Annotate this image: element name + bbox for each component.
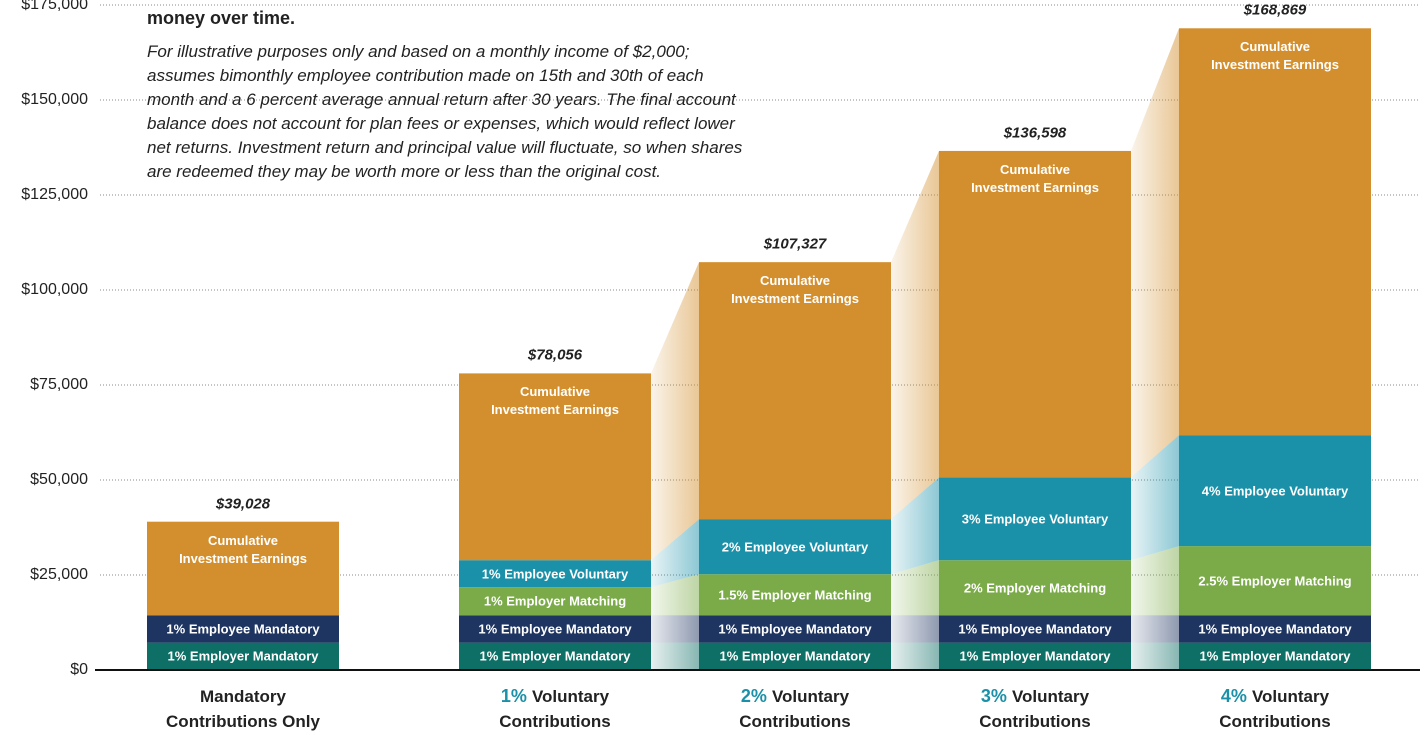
y-tick-label: $175,000 [21,0,88,13]
bar-segment [1179,615,1371,643]
subtitle-line: net returns. Investment return and princ… [147,138,743,157]
category-highlight: 4% [1220,686,1247,706]
segment-label: 1% Employee Mandatory [478,621,632,637]
bar-segment [939,642,1131,670]
bar-segment [459,615,651,643]
y-tick-label: $25,000 [30,566,88,583]
y-tick-label: $50,000 [30,471,88,488]
connector [891,642,939,670]
segment-label: 1% Employer Mandatory [479,648,631,664]
segment-label: 2.5% Employer Matching [1198,573,1352,589]
bar-segment [459,587,651,616]
category-highlight: 1% [500,686,527,706]
bar-segment [1179,642,1371,670]
segment-label: 4% Employee Voluntary [1201,483,1349,499]
segment-label: 1% Employer Mandatory [167,648,319,664]
segment-label: 1% Employee Mandatory [1198,621,1352,637]
subtitle-line: balance does not account for plan fees o… [147,114,735,133]
connector [1131,642,1179,670]
segment-label: 1% Employee Mandatory [166,621,320,637]
y-tick-label: $100,000 [21,281,88,298]
connector [891,477,939,575]
bar-segment [939,560,1131,616]
y-tick-label: $0 [70,661,88,678]
segment-label: Cumulative Investment Earnings [731,273,859,307]
bar-segment [699,574,891,616]
segment-label: 1% Employer Mandatory [1199,648,1351,664]
bar-segment [459,642,651,670]
x-tick-label: 4% Voluntary Contributions [1187,684,1363,734]
category-highlight: 3% [980,686,1007,706]
subtitle-line: For illustrative purposes only and based… [147,42,690,61]
subtitle-line: month and a 6 percent average annual ret… [147,90,736,109]
category-text: Voluntary Contributions [739,687,851,731]
bar-segment [147,642,339,670]
total-label: $78,056 [527,346,583,364]
y-tick-label: $150,000 [21,91,88,108]
bar-segment [699,262,891,520]
connector [651,262,699,561]
connector [651,642,699,670]
segment-label: 2% Employee Voluntary [721,539,869,555]
category-highlight: 2% [740,686,767,706]
category-text: Voluntary Contributions [499,687,611,731]
segment-label: 1% Employer Mandatory [959,648,1111,664]
segment-label: 2% Employer Matching [963,580,1107,596]
segment-label: 1% Employee Voluntary [481,566,629,582]
connector [891,560,939,616]
bar-segment [147,521,339,616]
subtitle-line: assumes bimonthly employee contribution … [147,66,704,85]
bar-segment [147,615,339,643]
total-label: $136,598 [1003,124,1067,142]
segment-label: Cumulative Investment Earnings [491,384,619,418]
segment-label: 1% Employer Matching [483,593,627,609]
total-label: $39,028 [215,495,271,513]
bar-segment [459,560,651,588]
bar-segment [939,150,1131,478]
connector [891,150,939,520]
category-text: Voluntary Contributions [979,687,1091,731]
bar-segment [459,373,651,561]
bar-segment [939,477,1131,561]
category-text: Voluntary Contributions [1219,687,1331,731]
bar-segment [699,642,891,670]
connector [1131,28,1179,478]
segment-label: Cumulative Investment Earnings [179,532,307,566]
bar-segment [1179,546,1371,616]
bar-segment [1179,28,1371,436]
connector [1131,615,1179,643]
y-tick-label: $75,000 [30,376,88,393]
y-tick-label: $125,000 [21,186,88,203]
connector [651,574,699,616]
category-text: Mandatory Contributions Only [166,687,320,731]
connector [1131,435,1179,561]
connector [651,615,699,643]
segment-label: 1% Employee Mandatory [718,621,872,637]
connector [891,615,939,643]
segment-label: 1% Employer Mandatory [719,648,871,664]
bar-segment [939,615,1131,643]
connector [1131,546,1179,616]
bar-segment [1179,435,1371,547]
segment-label: 1.5% Employer Matching [718,587,872,603]
total-label: $168,869 [1243,1,1307,19]
total-label: $107,327 [763,235,827,253]
connector [651,519,699,588]
x-tick-label: 3% Voluntary Contributions [947,684,1123,734]
segment-label: Cumulative Investment Earnings [971,161,1099,195]
bar-segment [699,615,891,643]
x-tick-label: 2% Voluntary Contributions [707,684,883,734]
subtitle: For illustrative purposes only and based… [147,40,742,184]
x-tick-label: Mandatory Contributions Only [155,684,331,734]
chart-title: money over time. [147,8,296,28]
bar-segment [699,519,891,575]
segment-label: Cumulative Investment Earnings [1211,39,1339,73]
subtitle-line: are redeemed they may be worth more or l… [147,162,662,181]
x-tick-label: 1% Voluntary Contributions [467,684,643,734]
segment-label: 1% Employee Mandatory [958,621,1112,637]
segment-label: 3% Employee Voluntary [961,511,1109,527]
